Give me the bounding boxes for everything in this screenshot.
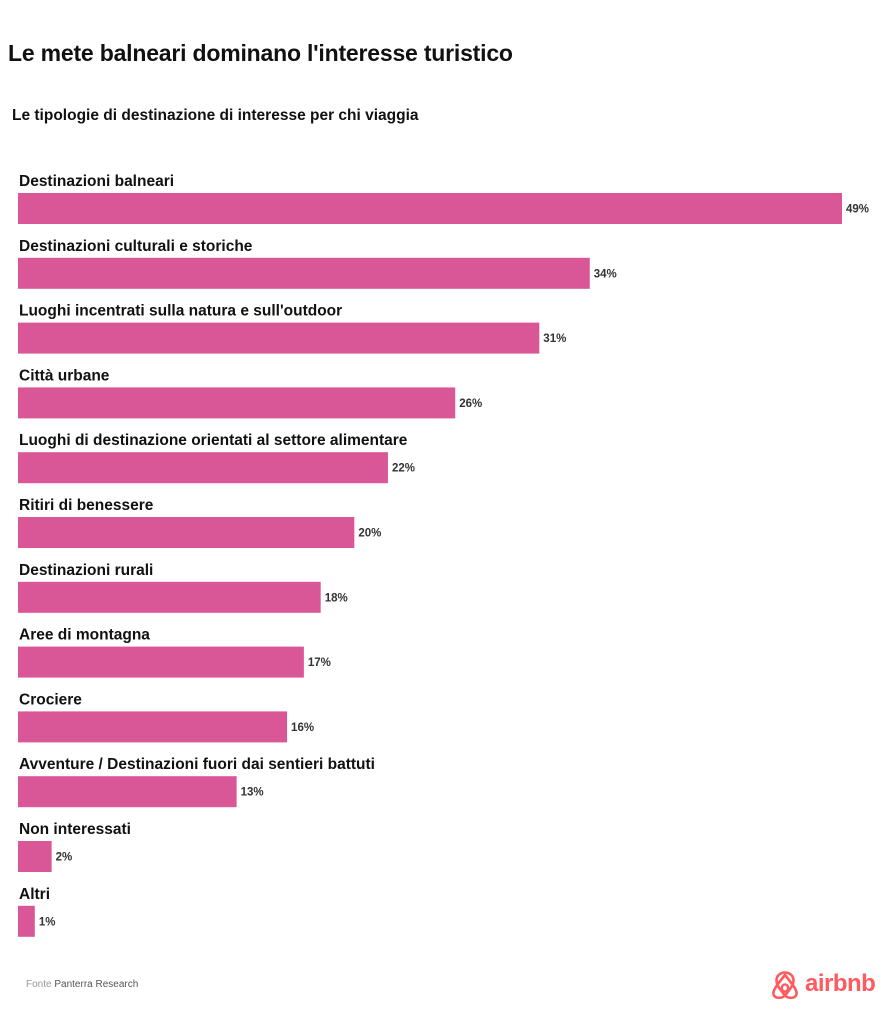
value-label: 17% (308, 657, 331, 669)
value-label: 34% (594, 268, 617, 280)
source-note: Fonte Panterra Research (26, 979, 138, 990)
bar (18, 581, 321, 613)
source-prefix: Fonte (26, 979, 52, 990)
value-label: 16% (291, 722, 314, 734)
category-label: Destinazioni culturali e storiche (19, 238, 253, 255)
bar (18, 841, 52, 872)
category-label: Non interessati (19, 821, 131, 838)
value-label: 22% (392, 463, 415, 475)
bar (18, 322, 540, 354)
bar (18, 452, 388, 484)
category-label: Luoghi incentrati sulla natura e sull'ou… (19, 303, 342, 320)
category-label: Destinazioni rurali (19, 562, 153, 579)
bar (18, 193, 842, 224)
bar (18, 711, 288, 743)
source-name: Panterra Research (54, 979, 139, 990)
category-label: Destinazioni balneari (19, 173, 174, 190)
category-label: Crociere (19, 691, 82, 708)
bar (18, 257, 590, 289)
value-label: 1% (39, 916, 56, 928)
bar (18, 905, 35, 937)
value-label: 49% (846, 204, 869, 216)
airbnb-belo-icon (772, 970, 798, 999)
value-label: 31% (543, 333, 566, 345)
category-label: Luoghi di destinazione orientati al sett… (19, 432, 408, 449)
airbnb-wordmark: airbnb (805, 970, 876, 997)
airbnb-logo: airbnb (770, 966, 876, 1002)
category-label: Altri (19, 886, 50, 903)
value-label: 2% (56, 852, 73, 864)
value-label: 26% (459, 398, 482, 410)
category-label: Città urbane (19, 367, 110, 384)
category-label: Ritiri di benessere (19, 497, 154, 514)
bar (18, 776, 237, 808)
chart-title: Le mete balneari dominano l'interesse tu… (8, 40, 513, 66)
value-label: 20% (358, 528, 381, 540)
chart-subtitle: Le tipologie di destinazione di interess… (12, 107, 419, 124)
value-label: 18% (325, 592, 348, 604)
bar (18, 646, 304, 678)
bar (18, 517, 355, 548)
value-label: 13% (241, 787, 264, 799)
bar (18, 387, 456, 419)
category-label: Avventure / Destinazioni fuori dai senti… (19, 756, 375, 773)
category-label: Aree di montagna (19, 627, 150, 644)
